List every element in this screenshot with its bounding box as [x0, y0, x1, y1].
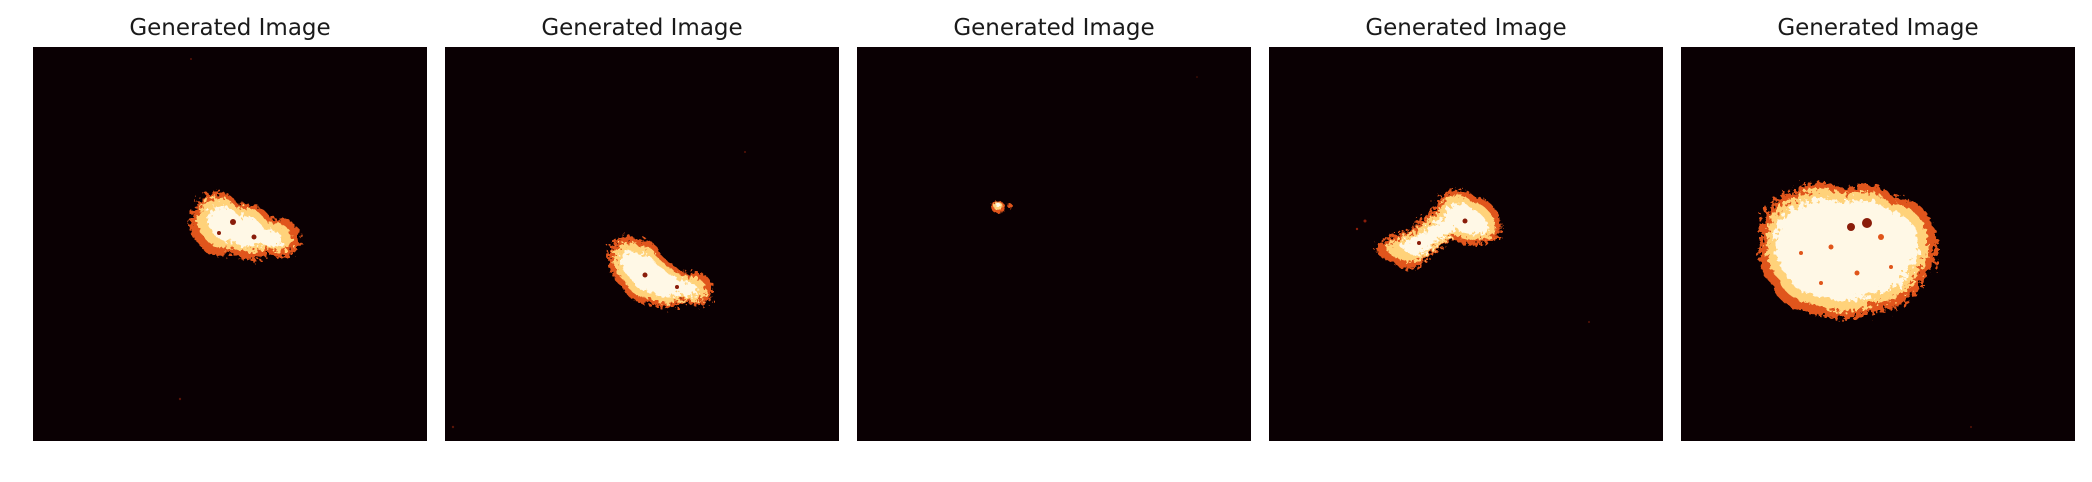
panel-1: Generated Image	[33, 0, 427, 482]
blob-large-round	[1759, 182, 1972, 428]
generated-image-5	[1681, 47, 2075, 441]
blob-medium-center	[451, 151, 746, 429]
panel-2: Generated Image	[445, 0, 839, 482]
panel-title: Generated Image	[541, 15, 743, 41]
generated-image-4	[1269, 47, 1663, 441]
panel-title: Generated Image	[1777, 15, 1979, 41]
blob-medium-upper-left	[178, 58, 300, 401]
panel-5: Generated Image	[1681, 0, 2075, 482]
generated-image-1	[33, 47, 427, 441]
blob-tiny-speck	[991, 76, 1198, 213]
blob-elongated-diagonal	[1355, 189, 1590, 323]
panel-title: Generated Image	[129, 15, 331, 41]
generated-image-3	[857, 47, 1251, 441]
panel-title: Generated Image	[1365, 15, 1567, 41]
panel-3: Generated Image	[857, 0, 1251, 482]
generated-image-2	[445, 47, 839, 441]
panel-title: Generated Image	[953, 15, 1155, 41]
panel-4: Generated Image	[1269, 0, 1663, 482]
